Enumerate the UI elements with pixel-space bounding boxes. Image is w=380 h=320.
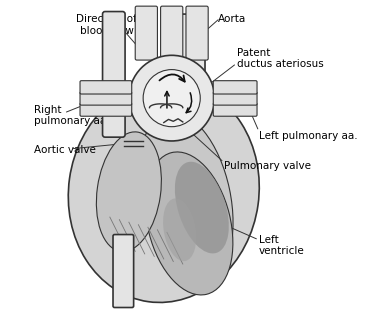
FancyBboxPatch shape: [213, 103, 257, 116]
Ellipse shape: [97, 132, 162, 252]
FancyBboxPatch shape: [135, 6, 157, 60]
Text: Aorta: Aorta: [218, 14, 246, 24]
FancyBboxPatch shape: [213, 92, 257, 105]
FancyBboxPatch shape: [186, 6, 208, 60]
FancyBboxPatch shape: [103, 12, 125, 137]
Ellipse shape: [146, 152, 233, 295]
Circle shape: [143, 69, 200, 127]
FancyBboxPatch shape: [175, 14, 205, 122]
Ellipse shape: [139, 112, 233, 284]
Ellipse shape: [68, 81, 259, 302]
Ellipse shape: [175, 162, 229, 253]
Text: Right
pulmonary aa.: Right pulmonary aa.: [34, 105, 109, 126]
FancyBboxPatch shape: [80, 103, 132, 116]
FancyBboxPatch shape: [80, 92, 132, 105]
FancyBboxPatch shape: [213, 81, 257, 94]
FancyBboxPatch shape: [113, 235, 134, 308]
Circle shape: [129, 55, 215, 141]
Text: Direction of
blood flow: Direction of blood flow: [76, 14, 137, 36]
Ellipse shape: [163, 198, 196, 261]
Text: Patent
ductus ateriosus: Patent ductus ateriosus: [237, 48, 323, 69]
FancyBboxPatch shape: [161, 6, 183, 60]
Text: Aortic valve: Aortic valve: [34, 146, 96, 156]
Text: Left pulmonary aa.: Left pulmonary aa.: [259, 131, 358, 141]
Text: Left
ventricle: Left ventricle: [259, 235, 305, 256]
FancyBboxPatch shape: [80, 81, 132, 94]
Text: Pulmonary valve: Pulmonary valve: [224, 161, 311, 171]
